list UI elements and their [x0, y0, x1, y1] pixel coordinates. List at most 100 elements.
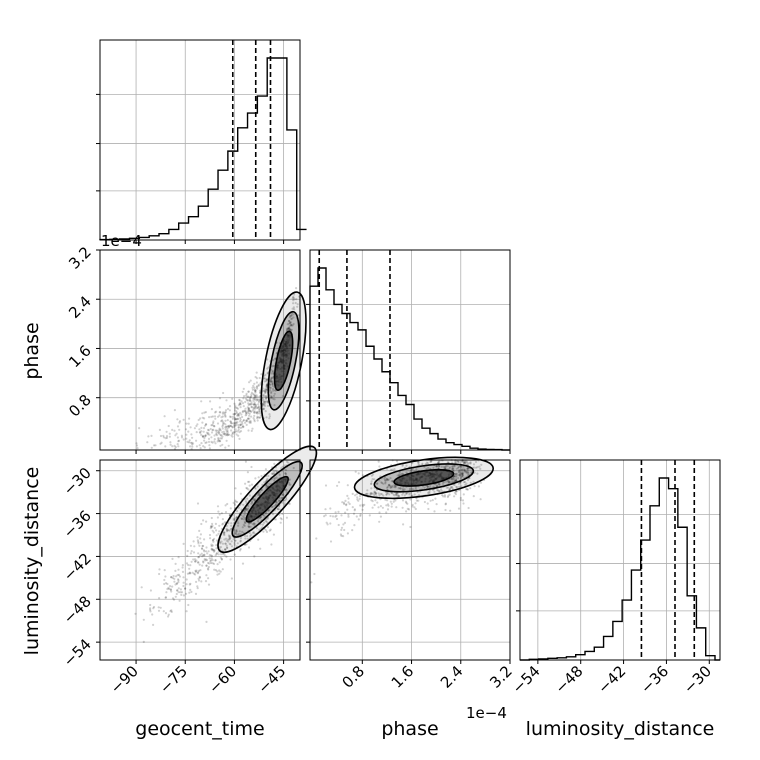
- scatter-point: [204, 434, 207, 437]
- scatter-point: [204, 424, 207, 427]
- scatter-point: [150, 434, 153, 437]
- scatter-point: [172, 598, 176, 601]
- ytick-label-luminosity_distance-4: −30: [60, 464, 95, 499]
- scatter-point: [466, 488, 469, 491]
- scatter-point: [288, 483, 291, 486]
- scatter-point: [218, 414, 221, 417]
- scatter-point: [254, 394, 257, 398]
- scatter-point: [295, 298, 298, 301]
- scatter-point: [284, 473, 288, 476]
- scatter-point: [465, 460, 468, 463]
- scatter-point: [248, 421, 251, 424]
- scatter-point: [257, 416, 260, 419]
- scatter-point: [441, 482, 445, 485]
- scatter-point: [390, 486, 394, 489]
- scatter-point: [474, 466, 478, 469]
- scatter-point: [284, 472, 287, 475]
- scatter-point: [182, 584, 185, 588]
- scatter-point: [274, 518, 277, 521]
- scatter-point: [257, 494, 260, 497]
- scatter-point: [268, 508, 271, 512]
- scatter-point: [188, 417, 191, 420]
- scatter-point: [286, 327, 289, 330]
- scatter-point: [452, 468, 455, 471]
- scatter-point: [241, 526, 244, 529]
- scatter-point: [251, 501, 254, 504]
- scatter-point: [260, 373, 263, 376]
- scatter-point: [411, 462, 414, 465]
- scatter-point: [415, 499, 418, 502]
- scatter-point: [235, 417, 238, 421]
- scatter-point: [253, 388, 256, 391]
- scatter-point: [212, 550, 216, 553]
- scatter-point: [171, 557, 174, 561]
- scatter-point: [205, 564, 208, 567]
- scatter-point: [253, 403, 256, 406]
- scatter-point: [265, 378, 268, 381]
- scatter-point: [232, 501, 235, 504]
- scatter-point: [429, 499, 432, 502]
- scatter-point: [250, 533, 253, 536]
- scatter-point: [165, 436, 169, 439]
- scatter-point: [193, 572, 196, 575]
- scatter-point: [153, 444, 156, 447]
- scatter-point: [207, 565, 210, 569]
- scatter-point: [228, 513, 231, 517]
- scatter-point: [256, 411, 259, 414]
- scatter-point: [455, 473, 458, 476]
- scatter-point: [194, 560, 197, 563]
- scatter-point: [170, 576, 173, 579]
- scatter-point: [221, 431, 224, 434]
- scatter-point: [162, 434, 165, 437]
- scatter-point: [203, 436, 206, 440]
- scatter-point: [251, 500, 254, 503]
- scatter-point: [165, 435, 169, 438]
- scatter-point: [292, 313, 295, 316]
- scatter-point: [249, 379, 252, 382]
- scatter-point: [149, 608, 152, 611]
- scatter-point: [249, 420, 252, 423]
- scatter-point: [467, 506, 470, 510]
- scatter-point: [179, 591, 182, 594]
- scatter-point: [347, 497, 350, 500]
- scatter-point: [253, 396, 256, 399]
- scatter-point: [276, 508, 279, 511]
- scatter-point: [225, 430, 228, 433]
- scatter-point: [195, 431, 198, 434]
- scatter-point: [223, 422, 226, 425]
- scatter-point: [397, 494, 401, 498]
- scatter-point: [451, 480, 454, 483]
- scatter-point: [224, 542, 227, 545]
- scatter-point: [259, 382, 262, 385]
- xtick-label-geocent_time-2: −60: [205, 662, 240, 697]
- scatter-point: [230, 434, 233, 437]
- scatter-point: [209, 559, 213, 562]
- scatter-point: [142, 618, 145, 621]
- scatter-point: [218, 513, 221, 516]
- scatter-point: [285, 498, 288, 501]
- scatter-point: [231, 425, 234, 428]
- scatter-point: [168, 432, 171, 435]
- scatter-point: [186, 440, 189, 443]
- scatter-point: [258, 416, 261, 419]
- scatter-point: [250, 405, 253, 408]
- scatter-point: [193, 427, 196, 430]
- scatter-point: [244, 500, 248, 503]
- scatter-point: [215, 433, 218, 436]
- scatter-point: [205, 574, 208, 577]
- ytick-label-luminosity_distance-2: −42: [60, 550, 95, 585]
- scatter-point: [271, 369, 275, 373]
- scatter-point: [444, 508, 447, 512]
- xtick-label-luminosity_distance-3: −36: [637, 662, 672, 697]
- scatter-point: [242, 515, 245, 518]
- scatter-point: [371, 492, 374, 495]
- scatter-point: [177, 587, 180, 590]
- scatter-point: [293, 308, 296, 311]
- scatter-point: [245, 399, 248, 402]
- scatter-point: [245, 419, 248, 423]
- scatter-point: [221, 553, 225, 556]
- scatter-point: [225, 432, 228, 435]
- scatter-point: [239, 547, 242, 551]
- scatter-point: [158, 572, 161, 576]
- scatter-point: [273, 398, 276, 401]
